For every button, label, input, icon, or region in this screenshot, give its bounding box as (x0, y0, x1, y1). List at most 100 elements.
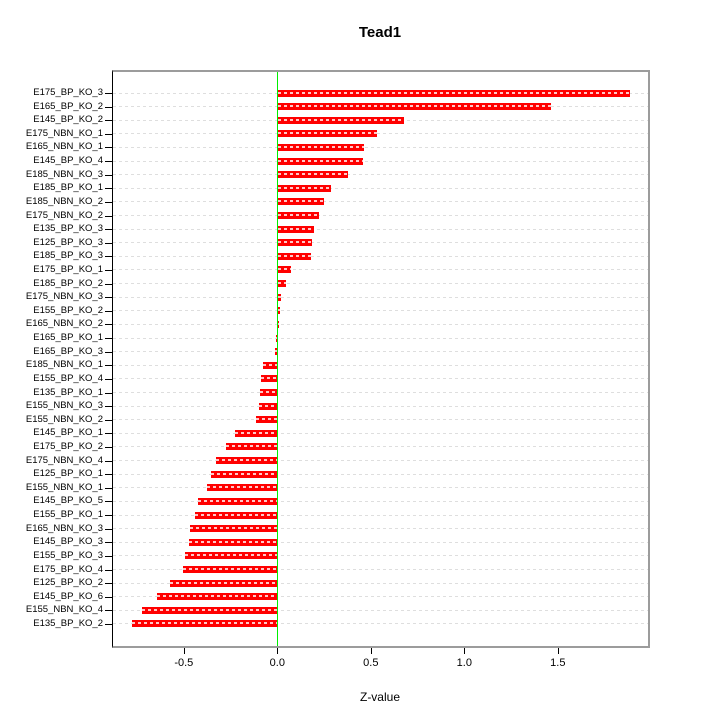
y-tick (105, 555, 113, 557)
y-tick-label: E165_NBN_KO_3 (25, 522, 103, 534)
y-tick (105, 147, 113, 149)
y-tick (105, 515, 113, 517)
chart-title: Tead1 (358, 24, 402, 41)
y-tick (105, 201, 113, 203)
y-tick (105, 406, 113, 408)
gridline (113, 283, 648, 285)
bar-inner-dash (278, 295, 282, 298)
bar-inner-dash (190, 527, 279, 530)
y-tick (105, 433, 113, 435)
y-tick-label: E175_NBN_KO_3 (25, 291, 103, 303)
y-tick-label: E145_BP_KO_2 (33, 114, 103, 126)
bar-E155_BP_KO_2 (278, 307, 281, 315)
bar-E145_BP_KO_5 (197, 497, 279, 505)
bar-inner-dash (255, 418, 279, 421)
y-tick-label: E145_BP_KO_1 (33, 427, 103, 439)
y-tick-label: E165_NBN_KO_1 (25, 141, 103, 153)
y-tick-label: E155_NBN_KO_3 (25, 400, 103, 412)
bar-inner-dash (207, 486, 279, 489)
gridline (113, 541, 648, 543)
bar-E165_BP_KO_3 (274, 348, 279, 356)
gridline (113, 473, 648, 475)
y-tick (105, 351, 113, 353)
y-tick-label: E155_NBN_KO_1 (25, 481, 103, 493)
bar-inner-dash (141, 608, 279, 611)
bar-E165_NBN_KO_3 (190, 525, 279, 533)
gridline (113, 174, 648, 176)
bar-inner-dash (278, 254, 312, 257)
gridline (113, 596, 648, 598)
y-tick-label: E145_BP_KO_4 (33, 155, 103, 167)
gridline (113, 555, 648, 557)
gridline (113, 432, 648, 434)
bar-inner-dash (278, 214, 320, 217)
gridline (113, 269, 648, 271)
gridline (113, 201, 648, 203)
bar-inner-dash (261, 377, 279, 380)
y-tick (105, 93, 113, 94)
bar-E145_BP_KO_6 (156, 593, 279, 601)
gridline (113, 392, 648, 394)
y-tick-label: E135_BP_KO_1 (33, 386, 103, 398)
bar-E135_BP_KO_1 (259, 389, 279, 397)
y-tick (105, 596, 113, 598)
y-tick-label: E155_BP_KO_4 (33, 372, 103, 384)
y-tick-label: E155_NBN_KO_4 (25, 604, 103, 616)
bar-inner-dash (182, 568, 279, 571)
y-tick-label: E185_NBN_KO_3 (25, 168, 103, 180)
gridline (113, 623, 648, 625)
gridline (113, 160, 648, 162)
x-tick-label: 1.0 (456, 657, 472, 669)
y-tick (105, 188, 113, 190)
y-tick-label: E175_BP_KO_3 (33, 87, 103, 98)
bar-inner-dash (188, 540, 279, 543)
x-tick-label: 1.5 (550, 657, 566, 669)
bar-E125_BP_KO_3 (278, 239, 312, 247)
y-tick-label: E145_BP_KO_5 (33, 495, 103, 507)
bar-E175_NBN_KO_2 (278, 212, 320, 220)
bar-inner-dash (278, 282, 286, 285)
bar-inner-dash (169, 581, 279, 584)
x-tick-label: 0.0 (269, 657, 285, 669)
y-tick-label: E155_BP_KO_1 (33, 509, 103, 521)
bar-inner-dash (258, 404, 279, 407)
bar-inner-dash (259, 391, 279, 394)
bar-E155_NBN_KO_4 (141, 606, 279, 614)
bar-E175_BP_KO_2 (225, 443, 279, 451)
bar-E155_BP_KO_1 (195, 511, 279, 519)
zero-reference-line (277, 72, 279, 646)
y-tick (105, 174, 113, 176)
x-tick (370, 648, 372, 654)
bar-inner-dash (278, 309, 281, 312)
bar-inner-dash (278, 241, 312, 244)
y-tick (105, 392, 113, 394)
y-tick (105, 474, 113, 476)
x-tick (183, 648, 185, 654)
y-tick-label: E185_BP_KO_2 (33, 277, 103, 289)
gridline (113, 242, 648, 244)
gridline (113, 296, 648, 298)
y-tick (105, 365, 113, 367)
bar-E145_BP_KO_3 (188, 538, 279, 546)
bar-inner-dash (278, 118, 404, 121)
y-tick (105, 324, 113, 326)
y-tick (105, 120, 113, 122)
y-tick-label: E135_BP_KO_2 (33, 617, 103, 629)
gridline (113, 405, 648, 407)
x-tick (557, 648, 559, 654)
x-tick-label: -0.5 (174, 657, 194, 669)
bar-E135_BP_KO_3 (278, 225, 314, 233)
y-tick (105, 446, 113, 448)
bar-E125_BP_KO_1 (210, 470, 279, 478)
bar-inner-dash (278, 186, 331, 189)
bar-inner-dash (278, 132, 378, 135)
y-tick (105, 133, 113, 135)
bar-E185_NBN_KO_1 (263, 361, 279, 369)
bar-E185_BP_KO_1 (278, 184, 331, 192)
gridline (113, 323, 648, 325)
bar-inner-dash (278, 159, 364, 162)
y-tick (105, 610, 113, 612)
y-tick-label: E175_BP_KO_4 (33, 563, 103, 575)
gridline (113, 419, 648, 421)
bar-inner-dash (278, 145, 365, 148)
